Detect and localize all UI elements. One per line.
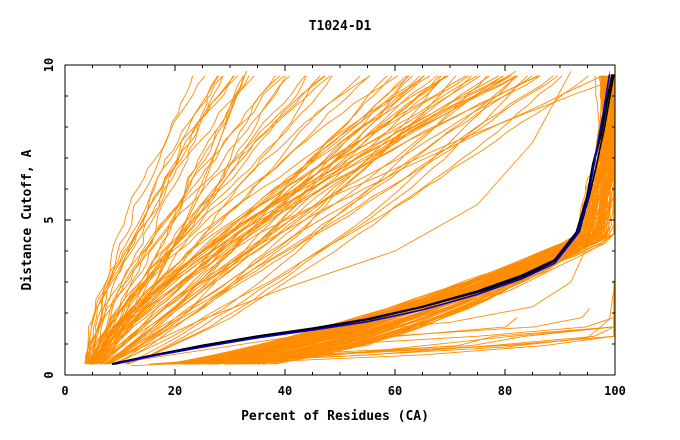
model-curve: [89, 75, 370, 365]
x-tick-label: 80: [498, 384, 512, 398]
model-curve: [100, 75, 472, 365]
model-curve: [88, 75, 519, 365]
y-tick-label: 10: [42, 58, 56, 72]
model-curve: [102, 75, 533, 365]
model-curve: [91, 75, 512, 365]
model-curve: [84, 75, 206, 365]
series-best-model-2: [114, 74, 615, 365]
model-curve: [87, 75, 325, 365]
x-tick-label: 0: [61, 384, 68, 398]
x-tick-label: 100: [604, 384, 626, 398]
model-curve: [92, 75, 250, 365]
model-curve: [92, 75, 361, 365]
series-model-f: [174, 70, 517, 298]
model-curve: [91, 75, 219, 365]
model-curve: [149, 317, 615, 365]
x-tick-label: 20: [168, 384, 182, 398]
series-model-b: [97, 71, 247, 363]
model-curve: [262, 75, 615, 365]
model-curve: [89, 75, 235, 365]
model-curve: [99, 75, 425, 365]
model-curve: [105, 75, 504, 365]
model-curve: [210, 75, 611, 365]
model-curve: [89, 75, 540, 365]
model-curve: [127, 75, 563, 365]
series-model-blue: [114, 74, 611, 365]
model-curve: [87, 75, 224, 365]
series-model-a: [92, 71, 247, 363]
model-curve: [86, 75, 234, 365]
model-curve: [106, 75, 518, 365]
x-axis-label: Percent of Residues (CA): [241, 409, 429, 424]
x-tick-label: 40: [278, 384, 292, 398]
x-tick-label: 60: [388, 384, 402, 398]
y-axis-label: Distance Cutoff, A: [20, 149, 35, 290]
model-curve: [87, 75, 331, 365]
series-model-c: [108, 70, 572, 364]
model-curve: [127, 75, 516, 365]
model-curve: [98, 75, 321, 365]
model-curve: [92, 75, 615, 365]
model-curve: [103, 75, 409, 365]
series-model-e: [130, 281, 616, 367]
model-curve: [105, 75, 446, 365]
model-curve: [209, 75, 615, 365]
model-curve: [91, 75, 307, 365]
model-curve: [178, 75, 615, 365]
model-curve: [91, 75, 431, 365]
model-curve: [263, 75, 615, 365]
model-curve: [214, 317, 518, 365]
y-tick-label: 0: [42, 371, 56, 378]
model-curve: [93, 75, 333, 365]
series-model-d: [119, 71, 610, 364]
model-curve: [104, 75, 440, 365]
chart-title: T1024-D1: [309, 19, 372, 34]
model-curve: [210, 75, 611, 365]
axis-ticks: 0 20 40 60 80 100 0 5 10: [42, 58, 626, 398]
model-curves: [84, 70, 616, 367]
highlighted-curves: [111, 74, 615, 366]
model-curve: [86, 75, 290, 365]
model-curve: [90, 75, 219, 365]
model-curve: [95, 75, 244, 365]
model-curve: [100, 75, 490, 365]
model-curve: [270, 75, 605, 365]
model-curve: [105, 75, 558, 365]
model-curve: [96, 75, 408, 365]
model-curve: [92, 75, 276, 365]
model-curve: [88, 75, 194, 365]
model-curve: [100, 75, 425, 365]
model-curve: [210, 75, 613, 365]
model-curve: [89, 75, 510, 365]
model-curve: [99, 75, 446, 365]
model-curve: [225, 75, 615, 365]
model-curve: [89, 75, 371, 365]
model-curve: [95, 75, 438, 365]
model-curve: [90, 75, 285, 365]
y-tick-label: 5: [42, 216, 56, 223]
model-curve: [111, 75, 589, 365]
